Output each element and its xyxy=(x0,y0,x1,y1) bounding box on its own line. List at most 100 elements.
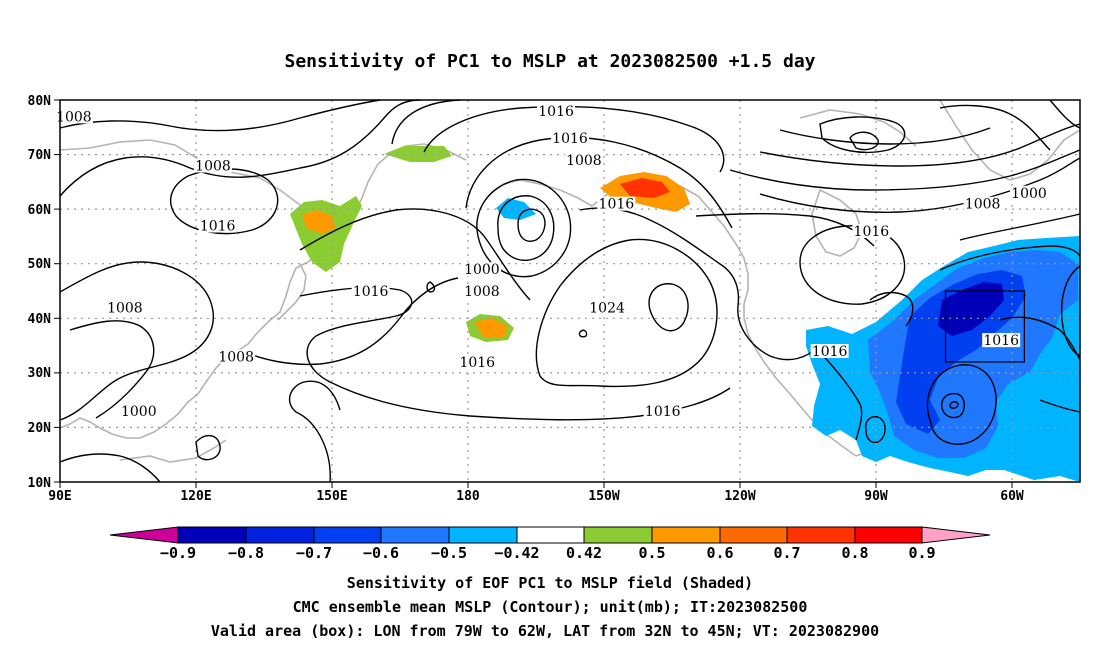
colorbar-segment xyxy=(786,526,856,544)
lon-label-90E: 90E xyxy=(48,489,71,504)
contour-label-halo xyxy=(351,284,390,298)
contour-label: 1016 xyxy=(852,223,891,240)
contour-label-text: 1008 xyxy=(107,300,143,316)
contour-label-text: 1016 xyxy=(983,333,1019,349)
mslp-contour xyxy=(999,316,1081,361)
mslp-contour xyxy=(799,225,906,305)
contour-label: 1008 xyxy=(564,153,603,169)
lon-label-120E: 120E xyxy=(180,489,211,504)
contour-label-text: 1016 xyxy=(854,224,890,240)
mslp-contour xyxy=(535,238,718,388)
mslp-contour xyxy=(849,131,879,151)
mslp-contour xyxy=(59,261,215,421)
colorbar-label: 0.9 xyxy=(908,544,935,562)
contour-label: 1016 xyxy=(643,404,682,420)
colorbar-label: 0.42 xyxy=(566,544,602,562)
lat-label-30N: 30N xyxy=(28,366,52,381)
contour-label-halo xyxy=(564,153,603,168)
mslp-contour xyxy=(941,392,965,419)
lon-label-120W: 120W xyxy=(724,489,755,504)
mslp-contour xyxy=(299,208,531,301)
contour-label: 1008 xyxy=(462,284,501,300)
contour-label-halo xyxy=(588,300,627,315)
mslp-contour xyxy=(1060,265,1081,357)
mslp-contour xyxy=(1039,399,1081,413)
contour-label-halo xyxy=(198,218,237,233)
colorbar-segment xyxy=(583,526,653,544)
colorbar-segment xyxy=(719,526,788,544)
colorbar-segment xyxy=(177,526,247,544)
contour-label-text: 1016 xyxy=(538,104,574,120)
contour-label: 1016 xyxy=(982,333,1021,349)
mslp-contours xyxy=(59,99,1081,483)
mslp-contour xyxy=(939,104,1051,151)
mslp-contour xyxy=(648,283,689,332)
figure-title: Sensitivity of PC1 to MSLP at 2023082500… xyxy=(284,51,815,72)
map-panel: 1008 1008 1016 1008 1008 1000 1016 1016 1000 1008… xyxy=(54,99,1081,483)
mslp-contour xyxy=(59,99,421,197)
mslp-contour xyxy=(865,416,886,444)
coastline-hudson-bay xyxy=(811,188,863,257)
mslp-contour xyxy=(819,351,863,441)
mslp-contour xyxy=(759,123,1081,167)
contour-label-text: 1016 xyxy=(599,197,635,213)
caption-contour: CMC ensemble mean MSLP (Contour); unit(m… xyxy=(293,598,808,616)
contour-label: 1016 xyxy=(458,354,497,371)
contour-label: 1016 xyxy=(597,196,636,213)
sensitivity-shading xyxy=(290,146,1080,482)
colorbar-label: 0.5 xyxy=(638,544,665,562)
mslp-contour xyxy=(423,105,725,173)
mslp-contour xyxy=(426,281,436,293)
mslp-contour xyxy=(819,116,906,153)
contour-label-text: 1008 xyxy=(56,109,92,125)
colorbar-segment xyxy=(313,526,382,544)
contour-label-text: 1016 xyxy=(645,404,681,420)
contour-label-halo xyxy=(194,158,232,173)
contour-label-text: 1008 xyxy=(218,349,254,365)
colorbar-segment xyxy=(651,526,721,544)
contour-label-halo xyxy=(462,284,501,298)
contour-label: 1008 xyxy=(963,196,1002,213)
contour-label: 1016 xyxy=(537,103,576,120)
contour-label-halo xyxy=(54,109,93,124)
colorbar: −0.9 −0.8 −0.7 −0.6 −0.5 −0.42 0.42 0.5 … xyxy=(109,526,991,562)
coastline-indonesia xyxy=(119,439,227,463)
mslp-contour xyxy=(59,99,381,132)
contour-label-text: 1000 xyxy=(1011,186,1047,202)
mslp-contour xyxy=(517,208,546,242)
mslp-contour xyxy=(579,207,821,361)
map-frame xyxy=(59,99,1081,483)
coastline-greenland xyxy=(939,99,1081,181)
contour-label-text: 1008 xyxy=(566,153,602,169)
contour-label-halo xyxy=(810,344,849,359)
contour-label-halo xyxy=(217,349,256,364)
mslp-contour xyxy=(779,127,991,145)
colorbar-segment-arrow-high xyxy=(921,526,991,544)
contour-label-text: 1016 xyxy=(459,355,495,371)
colorbar-label: −0.9 xyxy=(160,544,196,562)
mslp-contour xyxy=(869,291,914,327)
contour-label: 1008 xyxy=(217,349,256,365)
contour-label-text: 1008 xyxy=(464,284,500,300)
contour-label-text: 1016 xyxy=(552,131,588,147)
mslp-contour xyxy=(578,329,588,338)
positive-patch-gulf-of-alaska-core xyxy=(620,178,670,198)
contour-label-halo xyxy=(119,404,158,419)
mslp-contour xyxy=(69,320,155,419)
contour-label-text: 1016 xyxy=(812,344,848,360)
mslp-contour xyxy=(195,435,221,461)
mslp-contour xyxy=(59,453,161,483)
contour-label-halo xyxy=(963,196,1002,211)
contour-label: 1024 xyxy=(588,300,627,316)
mslp-contour xyxy=(729,149,1081,191)
contour-label-text: 1016 xyxy=(353,284,389,300)
colorbar-label: −0.7 xyxy=(296,544,332,562)
contour-label-text: 1000 xyxy=(464,262,500,278)
colorbar-label: −0.6 xyxy=(363,544,399,562)
mslp-contour xyxy=(476,178,572,278)
mslp-contour xyxy=(939,245,1081,271)
contour-label-halo xyxy=(1010,185,1048,200)
colorbar-segment xyxy=(448,526,518,544)
lon-label-180: 180 xyxy=(456,489,480,504)
